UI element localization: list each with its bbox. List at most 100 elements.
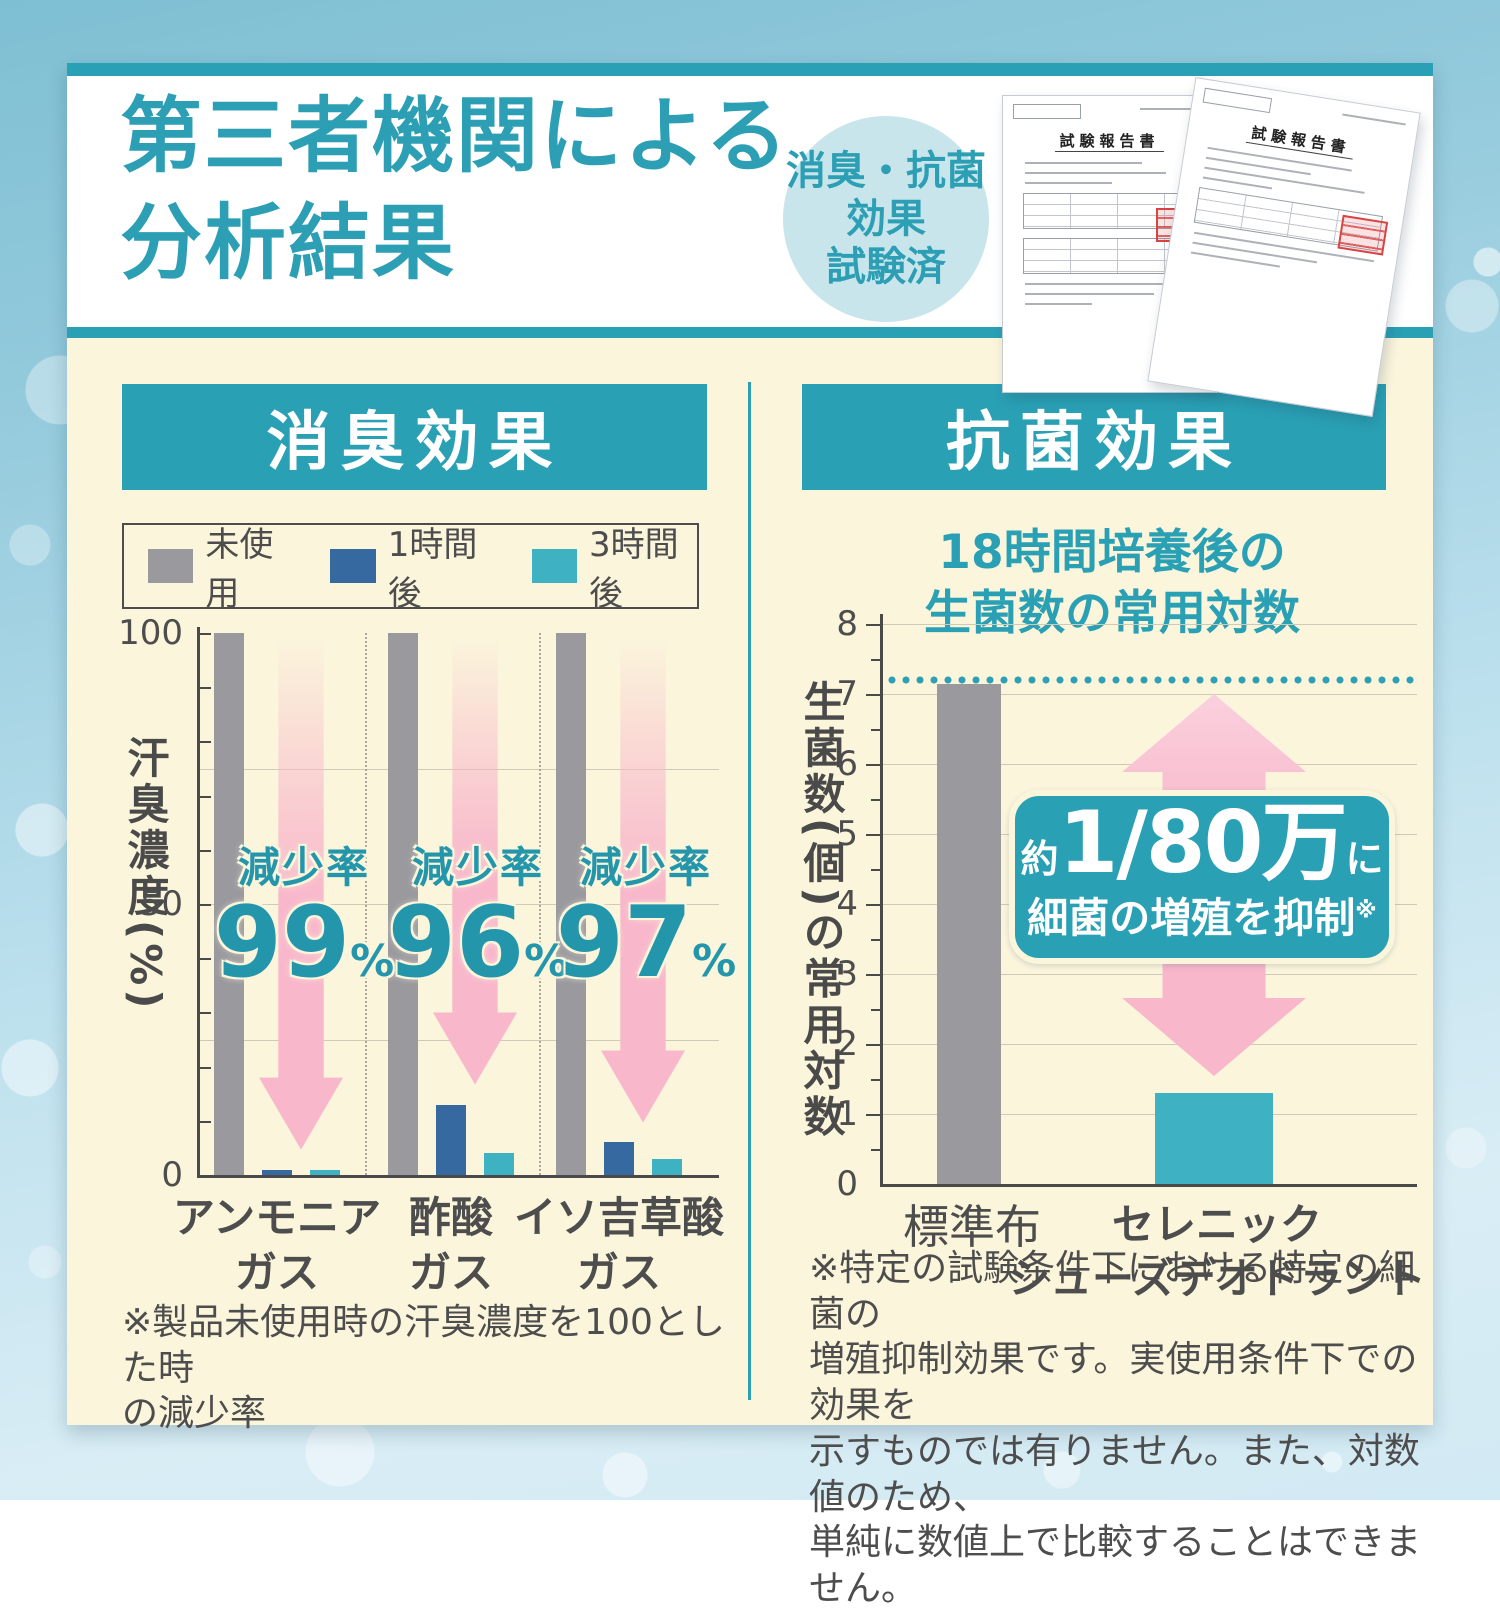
antibacterial-footnote: ※特定の試験条件下における特定の細菌の 増殖抑制効果です。実使用条件下での効果を… <box>809 1246 1441 1612</box>
bar-未使用-1 <box>388 633 418 1175</box>
antibacterial-footnote-line3: 示すものでは有りません。また、対数値のため、 <box>809 1430 1420 1518</box>
y-axis-tick <box>871 659 880 661</box>
y-axis-tick <box>871 729 880 731</box>
x-axis-line <box>880 1184 1417 1187</box>
category-label: セレニック シューズデオドラント <box>982 1198 1452 1306</box>
document-text-line <box>1202 176 1273 190</box>
y-axis-tick <box>199 1066 211 1069</box>
antibacterial-chart-title: 18時間培養後の 生菌数の常用対数 <box>782 522 1442 644</box>
document-text-line <box>1025 293 1154 295</box>
bar-3時間後-1 <box>484 1153 514 1175</box>
deodorizing-bar-chart: 汗臭濃度(%) 0 50 100 減少率 99% 減少率 96% 減少率 97% アンモニア ガス酢… <box>107 608 777 1308</box>
callout-line2: 細菌の増殖を抑制※ <box>1015 884 1389 944</box>
left-chart-y-axis-label: 汗臭濃度(%) <box>121 736 170 1013</box>
card-body: 消臭効果 抗菌効果 未使用 1時間後 3時間後 18時間培養後の 生菌数の常用対… <box>67 338 1433 1609</box>
header-divider-strip <box>67 327 1433 338</box>
category-label: アンモニア ガス <box>117 1191 437 1300</box>
tested-badge-line2: 効果 <box>846 196 926 242</box>
legend-item-3hour: 3時間後 <box>531 517 697 615</box>
y-tick-label: 50 <box>139 884 183 924</box>
rate-number: 97 <box>555 886 693 1000</box>
y-tick-label: 8 <box>836 604 858 644</box>
reference-dotted-line <box>885 676 1417 684</box>
y-axis-line <box>880 614 883 1186</box>
category-label-line: ガス <box>408 1247 493 1297</box>
category-label: イソ吉草酸 ガス <box>459 1191 779 1300</box>
y-axis-tick <box>871 1149 880 1151</box>
red-stamp-icon <box>1337 214 1389 256</box>
y-axis-tick <box>866 1114 880 1116</box>
rate-number: 96 <box>387 886 525 1000</box>
antibacterial-footnote-line1: ※特定の試験条件下における特定の細菌の <box>809 1248 1416 1335</box>
y-axis-tick <box>199 741 211 744</box>
legend-swatch-unused <box>148 549 194 583</box>
reduction-rate-label: 減少率 <box>411 843 544 892</box>
y-axis-tick <box>199 904 211 906</box>
callout-note-mark: ※ <box>1355 898 1377 924</box>
bar-未使用-0 <box>214 633 244 1175</box>
gridline <box>880 694 1417 695</box>
y-tick-label: 3 <box>836 954 858 994</box>
test-report-document: 試験報告書 <box>1147 77 1421 417</box>
y-axis-tick <box>866 694 880 696</box>
test-report-documents: 試験報告書 試験報告書 <box>1002 77 1482 463</box>
y-tick-label: 0 <box>161 1155 183 1195</box>
category-label: 標準布 <box>807 1198 1137 1257</box>
y-axis-tick <box>871 799 880 801</box>
antibacterial-chart-title-line1: 18時間培養後の <box>938 525 1286 580</box>
y-axis-tick <box>871 1079 880 1081</box>
group-separator <box>539 633 541 1175</box>
page-title-line1: 第三者機関による <box>120 89 790 184</box>
reduction-rate: 減少率 96% <box>368 834 588 1000</box>
bar-未使用-2 <box>556 633 586 1175</box>
document-header-line <box>1342 113 1406 126</box>
tested-badge: 消臭・抗菌 効果 試験済 <box>783 116 989 322</box>
document-text-line <box>1025 172 1166 174</box>
document-text-line <box>1025 182 1112 184</box>
y-axis-tick <box>871 869 880 871</box>
y-axis-tick <box>871 939 880 941</box>
category-label-line: シューズデオドラント <box>1008 1253 1426 1303</box>
document-header-line <box>1140 108 1204 110</box>
document-header-box <box>1202 87 1273 114</box>
rate-number: 99 <box>213 886 351 1000</box>
reduction-rate: 減少率 97% <box>536 834 756 1000</box>
reduction-rate: 減少率 99% <box>194 834 414 1000</box>
category-label-line: セレニック <box>1111 1200 1322 1249</box>
callout-line1: 約 1/80万 に <box>1015 798 1389 889</box>
y-axis-tick <box>199 795 211 798</box>
bar-3時間後-0 <box>310 1169 340 1175</box>
legend-label-3hour: 3時間後 <box>589 525 679 614</box>
bar-1 <box>1155 1093 1273 1184</box>
category-label-line: ガス <box>576 1247 661 1297</box>
gridline <box>880 974 1417 975</box>
tested-badge-line3: 試験済 <box>826 244 946 290</box>
y-tick-label: 7 <box>836 674 858 714</box>
legend-label-unused: 未使用 <box>205 525 274 614</box>
y-axis-tick <box>199 1012 211 1015</box>
y-axis-tick <box>199 633 211 635</box>
y-tick-label: 0 <box>836 1164 858 1204</box>
category-label-line: ガス <box>234 1247 319 1297</box>
y-tick-label: 100 <box>118 613 183 653</box>
document-text-line <box>1025 303 1092 305</box>
antibacterial-footnote-line4: 単純に数値上で比較することはできません。 <box>809 1522 1422 1610</box>
deodorizing-panel-header: 消臭効果 <box>122 384 707 490</box>
category-label-line: アンモニア <box>172 1193 382 1242</box>
document-header-box <box>1013 104 1081 119</box>
category-label-line: 標準布 <box>903 1200 1041 1254</box>
document-text-line <box>1025 283 1194 285</box>
category-label: 酢酸 ガス <box>291 1191 611 1300</box>
right-chart-y-axis-label: 生菌数(個)の常用対数 <box>797 680 846 1141</box>
y-tick-label: 5 <box>836 814 858 854</box>
reduction-rate-value: 97% <box>536 886 756 1000</box>
y-tick-label: 4 <box>836 884 858 924</box>
card-top-strip <box>67 63 1433 76</box>
y-tick-label: 1 <box>836 1094 858 1134</box>
callout-suffix: に <box>1345 837 1384 881</box>
deodorizing-footnote-line1: ※製品未使用時の汗臭濃度を100とした時 <box>122 1302 725 1389</box>
bar-1時間後-0 <box>262 1169 292 1175</box>
callout-line2-text: 細菌の増殖を抑制 <box>1027 894 1356 943</box>
tested-badge-line1: 消臭・抗菌 <box>786 148 986 194</box>
antibacterial-bar-chart: 生菌数(個)の常用対数 約 1/80万 に 細菌の増殖を抑制※ 0 1 2 3 4 5 6 7… <box>787 604 1452 1384</box>
